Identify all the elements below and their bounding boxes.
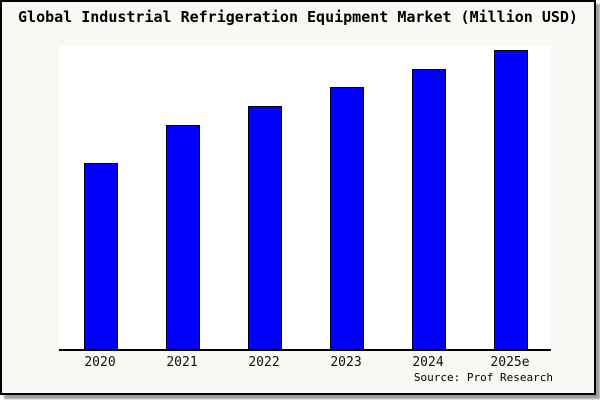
bar-2023: [330, 87, 364, 351]
plot-area: [59, 46, 551, 351]
bar-2020: [84, 163, 118, 351]
x-axis-line: [59, 349, 551, 351]
bar-2021: [166, 125, 200, 351]
x-tick-label-2022: 2022: [248, 355, 280, 370]
x-tick-label-2025e: 2025e: [490, 355, 530, 370]
source-credit: Source: Prof Research: [413, 371, 553, 384]
bar-2022: [248, 106, 282, 351]
x-tick-label-2023: 2023: [330, 355, 362, 370]
x-tick-label-2020: 2020: [84, 355, 116, 370]
x-tick-label-2024: 2024: [412, 355, 444, 370]
x-tick-label-2021: 2021: [166, 355, 198, 370]
bar-2024: [412, 69, 446, 351]
chart-title: Global Industrial Refrigeration Equipmen…: [18, 8, 578, 26]
bar-2025e: [494, 50, 528, 351]
